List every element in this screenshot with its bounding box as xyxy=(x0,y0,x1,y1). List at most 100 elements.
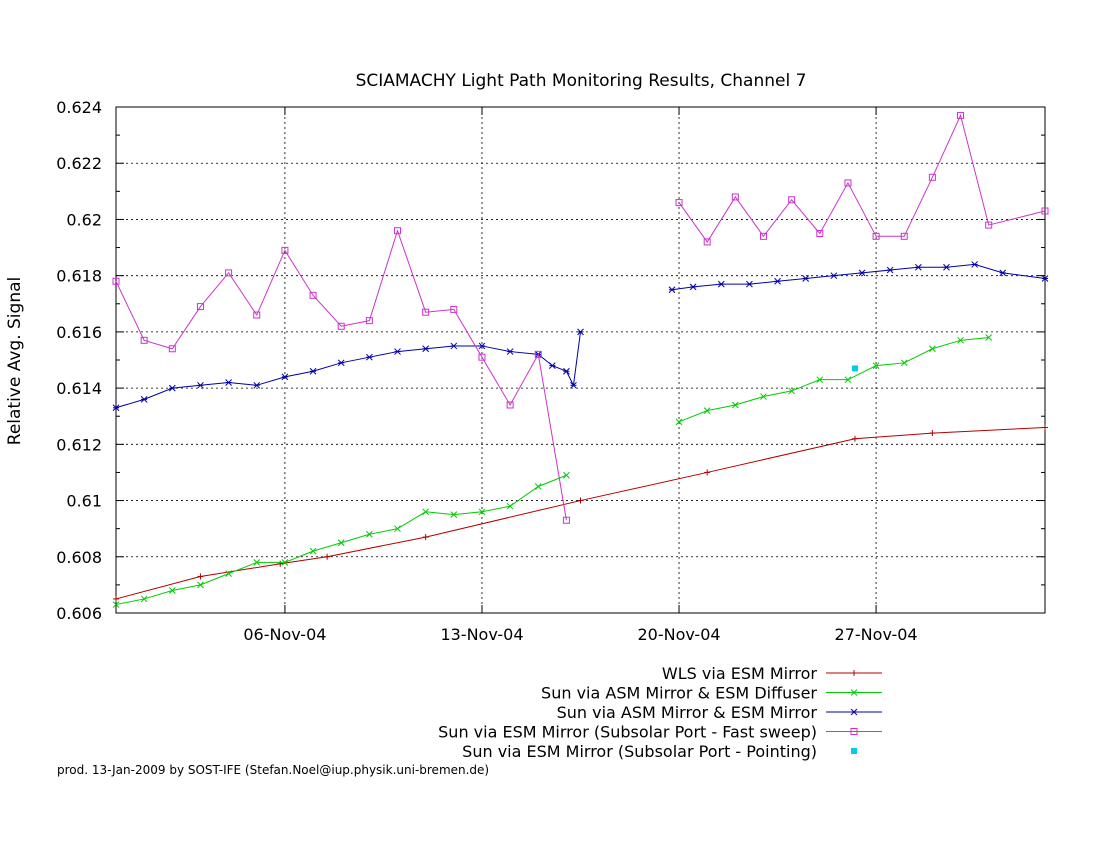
data-point xyxy=(731,401,739,409)
data-point xyxy=(548,362,556,369)
data-point xyxy=(113,595,119,602)
data-point xyxy=(197,581,204,589)
data-point xyxy=(534,350,542,358)
y-tick-label: 0.624 xyxy=(56,98,102,117)
legend-sample xyxy=(851,748,857,754)
x-tick-label: 20-Nov-04 xyxy=(637,625,720,644)
data-point xyxy=(366,353,373,361)
data-point xyxy=(253,381,261,389)
data-point xyxy=(577,497,584,504)
data-point xyxy=(900,232,908,240)
plot-area xyxy=(115,106,1046,614)
data-point xyxy=(830,272,838,280)
x-tick-label: 13-Nov-04 xyxy=(440,625,523,644)
y-tick-label: 0.612 xyxy=(56,435,102,454)
data-point xyxy=(872,362,880,369)
data-point xyxy=(422,534,429,541)
data-point xyxy=(717,280,725,288)
data-point xyxy=(112,404,120,412)
data-point xyxy=(760,393,767,400)
data-point xyxy=(788,196,796,204)
data-point xyxy=(168,587,176,594)
data-point xyxy=(675,418,683,426)
series-line xyxy=(115,229,567,521)
legend-label: WLS via ESM Mirror xyxy=(662,664,818,683)
data-point xyxy=(309,367,317,375)
data-point xyxy=(689,283,697,291)
data-point xyxy=(999,269,1007,277)
series-0 xyxy=(113,424,1048,602)
y-tick-label: 0.618 xyxy=(56,267,102,286)
y-tick-label: 0.606 xyxy=(56,604,102,623)
legend-label: Sun via ASM Mirror & ESM Diffuser xyxy=(541,684,817,703)
legend-marker xyxy=(851,670,857,676)
y-tick-label: 0.622 xyxy=(56,154,102,173)
series-layer xyxy=(112,111,1049,608)
series-2 xyxy=(112,328,584,412)
data-point xyxy=(197,573,204,580)
data-point xyxy=(309,547,317,555)
data-point xyxy=(277,560,284,567)
data-point xyxy=(478,353,486,361)
data-point xyxy=(394,525,401,533)
series-line xyxy=(115,474,567,606)
data-point xyxy=(506,502,514,510)
series-1 xyxy=(112,471,570,608)
data-point xyxy=(731,193,739,201)
data-point xyxy=(140,595,148,603)
plot-border xyxy=(115,106,1046,614)
data-point xyxy=(943,263,950,271)
data-point xyxy=(366,530,373,538)
axes: 0.606 0.608 0.61 0.612 0.614 0.616 0.618 0.62 0.… xyxy=(56,98,1045,644)
y-axis-label: Relative Avg. Signal xyxy=(5,277,25,445)
data-point xyxy=(168,384,176,392)
data-point xyxy=(253,311,261,319)
y-tick-label: 0.61 xyxy=(66,492,102,511)
data-point xyxy=(225,269,233,277)
data-point xyxy=(1042,424,1048,431)
data-point xyxy=(506,401,514,409)
data-point xyxy=(1041,207,1049,215)
series-3 xyxy=(112,227,570,524)
data-point xyxy=(281,246,289,254)
series-3 xyxy=(675,111,1049,246)
data-point xyxy=(281,559,289,566)
legend-marker xyxy=(850,728,858,735)
series-line xyxy=(678,113,1046,243)
data-point xyxy=(851,365,858,372)
data-point xyxy=(140,336,148,344)
data-point xyxy=(140,396,148,403)
legend-label: Sun via ESM Mirror (Subsolar Port - Poin… xyxy=(462,742,817,761)
data-point xyxy=(802,275,810,282)
data-point xyxy=(570,381,577,389)
data-point xyxy=(253,559,261,566)
footer-credit: prod. 13-Jan-2009 by SOST-IFE (Stefan.No… xyxy=(57,763,490,777)
grid xyxy=(116,107,1045,613)
series-4 xyxy=(851,365,858,372)
data-point xyxy=(957,336,964,344)
y-tick-label: 0.62 xyxy=(66,210,102,229)
data-point xyxy=(309,291,317,299)
data-point xyxy=(886,266,894,274)
data-point xyxy=(337,359,345,367)
data-point xyxy=(534,483,542,490)
data-point xyxy=(337,539,345,547)
series-1 xyxy=(675,334,993,426)
y-tick-label: 0.614 xyxy=(56,379,102,398)
x-tick-label: 27-Nov-04 xyxy=(835,625,918,644)
data-point xyxy=(112,601,120,608)
y-tick-label: 0.608 xyxy=(56,548,102,567)
data-point xyxy=(450,342,458,350)
data-point xyxy=(450,511,458,518)
data-point xyxy=(929,345,936,353)
data-point xyxy=(563,367,570,375)
data-point xyxy=(225,570,232,577)
data-point xyxy=(112,277,120,285)
data-point xyxy=(928,173,936,181)
series-line xyxy=(115,426,1046,600)
data-point xyxy=(844,179,852,187)
data-point xyxy=(703,407,711,414)
data-point xyxy=(196,303,204,311)
data-point xyxy=(844,376,852,384)
